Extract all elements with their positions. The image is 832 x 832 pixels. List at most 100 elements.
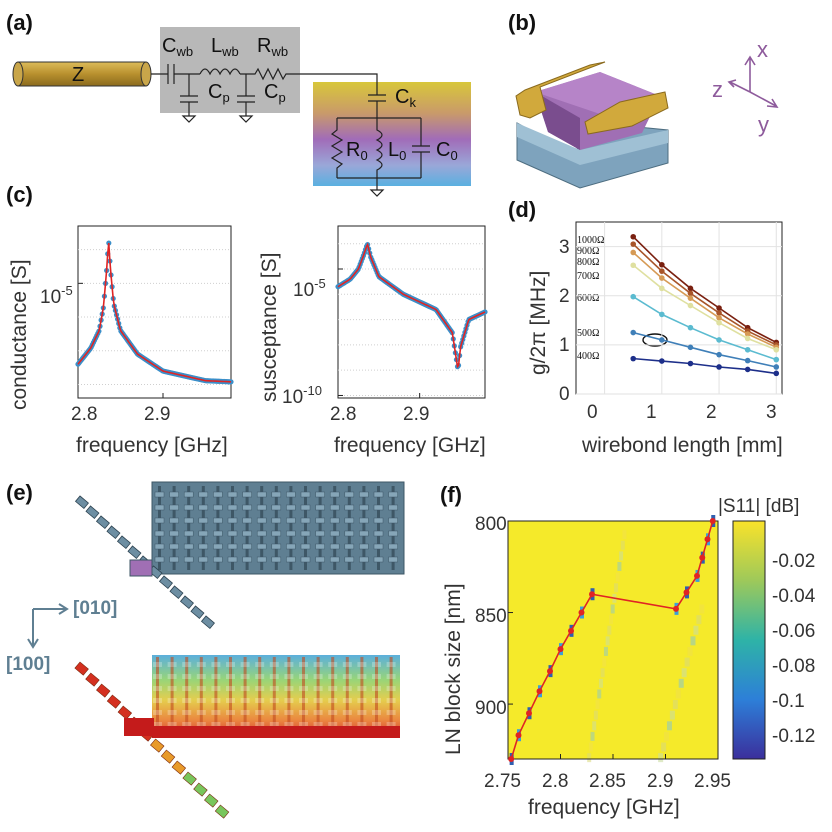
cell [300,543,311,550]
series-point [659,337,665,343]
pillar [170,657,174,737]
cell [154,556,165,563]
faint-branch-mark [664,731,670,741]
series-point [687,302,694,309]
ck-label: Ck [395,86,416,110]
conductance-xtick-1: 2.8 [71,404,97,425]
cell [183,504,194,511]
cell [240,710,250,715]
arm-segment [96,683,111,698]
cell [342,674,352,679]
cell [299,710,308,715]
cell [342,710,352,715]
conductance-xtick-2: 2.9 [144,404,170,425]
series-line [632,243,777,346]
cell [388,543,398,550]
cell [256,530,267,537]
series-point [744,331,751,337]
wirebond-box [160,27,300,113]
series-point [716,305,722,311]
series-point [659,261,665,268]
cell [284,674,294,679]
susceptance-ylabel: susceptance [S] [258,253,281,402]
cell [386,710,396,715]
cell [227,543,238,550]
cp1-label: Cp [208,81,230,105]
series-point [687,285,694,292]
cell [373,530,384,537]
cell [269,722,279,727]
cell [344,556,355,563]
line-impedance-label: Z [72,64,84,86]
cell [211,686,221,691]
cell [313,662,323,667]
resonator-box [313,82,471,186]
cell [198,530,209,537]
faint-branch-mark [600,668,605,678]
c0-label: C0 [436,139,458,163]
cell [315,530,325,537]
heatmap-background [508,521,718,759]
cell [372,686,381,691]
pillar [156,657,159,737]
cell [357,722,367,727]
cell [271,543,282,550]
pillar [316,657,320,737]
coupling-xlabel: wirebond length [mm] [581,434,783,457]
cell [271,556,282,563]
cell [373,491,384,498]
resonance-point [578,609,585,616]
arm-segment [214,804,230,819]
series-point [687,360,694,367]
series-line [632,236,777,344]
pillar [304,486,307,570]
pillar [360,657,364,737]
coupling-arm-bottom [74,661,230,819]
faint-branch-mark [699,604,705,614]
cell [329,517,340,524]
cell [269,710,279,715]
pillar [185,657,189,737]
cell [183,530,194,537]
cell [359,504,369,511]
cell [344,543,355,550]
cell [256,543,267,550]
cell [286,556,296,563]
cp2-label: Cp [264,81,286,105]
susceptance-plot: 10-5 10-10 2.8 2.9 frequency [GHz] susce… [258,225,488,457]
arm-segment [85,505,100,519]
faint-branch-mark [620,540,625,550]
coupling-ytick-1: 1 [559,335,570,356]
arm-segment [179,595,194,609]
cell [242,504,252,511]
cell [329,530,340,537]
legend-700: 700Ω [577,271,599,282]
s11-xtick-3: 2.85 [589,771,626,792]
faint-branch-mark [602,657,607,667]
cell [227,491,238,498]
cell [227,504,238,511]
cell [271,491,282,498]
cell [213,504,223,511]
cell [300,517,311,524]
cell [255,698,265,703]
cell [315,543,325,550]
legend-400: 400Ω [577,351,599,362]
direction-100: [100] [6,654,50,675]
cell [372,698,381,703]
pillar [389,657,393,737]
cell [269,698,279,703]
coupling-ylabel: g/2π [MHz] [527,271,550,375]
cell [299,698,308,703]
cell [388,491,398,498]
s11-ylabel: LN block size [nm] [442,583,465,755]
cell [373,517,384,524]
cell [271,517,282,524]
series-point [687,290,694,297]
cell [242,491,252,498]
series-line [632,264,777,351]
cell [286,491,296,498]
series-point [773,356,780,363]
conductance-ytick: 10-5 [40,283,73,308]
cell [227,530,238,537]
